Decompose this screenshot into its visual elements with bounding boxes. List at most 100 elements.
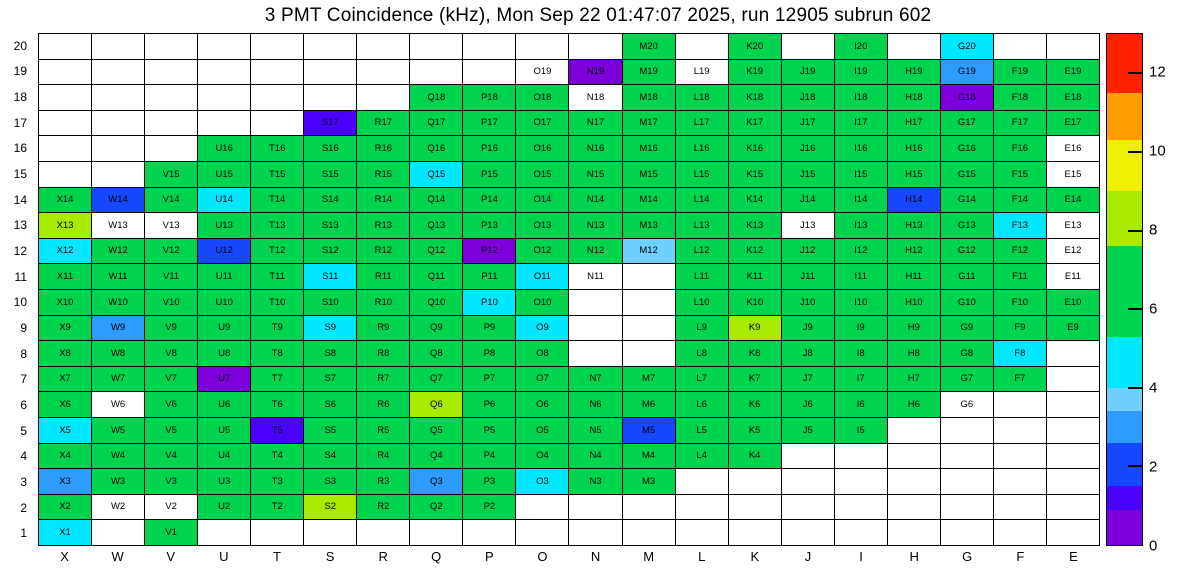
y-axis-tick-label: 1 xyxy=(20,526,27,541)
heatmap-cell: M20 xyxy=(622,34,675,59)
heatmap-cell xyxy=(39,34,92,59)
heatmap-cell: I5 xyxy=(834,418,887,443)
heatmap-cell: T8 xyxy=(251,341,304,366)
heatmap-cell xyxy=(1046,520,1099,545)
heatmap-cell: M13 xyxy=(622,213,675,238)
heatmap-cell: I16 xyxy=(834,136,887,161)
heatmap-cell: P2 xyxy=(463,494,516,520)
heatmap-cell xyxy=(357,85,410,110)
heatmap-cell xyxy=(569,520,622,545)
heatmap-cell xyxy=(198,34,251,59)
heatmap-cell xyxy=(728,469,781,494)
heatmap-cell: U6 xyxy=(198,392,251,417)
heatmap-cell: J11 xyxy=(781,264,834,289)
heatmap-cell xyxy=(781,34,834,59)
heatmap-cell: L16 xyxy=(675,136,728,161)
heatmap-cell: E16 xyxy=(1046,136,1099,161)
heatmap-cell: V7 xyxy=(145,366,198,392)
heatmap-grid: M20 K20 I20 G20 O19 N19 M19 L19 K19 J19 I19 H19 G19 F… xyxy=(38,33,1100,546)
heatmap-cell: L9 xyxy=(675,315,728,341)
heatmap-cell: H16 xyxy=(887,136,940,161)
y-axis-tick-label: 9 xyxy=(20,320,27,335)
heatmap-cell: N17 xyxy=(569,110,622,136)
heatmap-cell: U7 xyxy=(198,366,251,392)
heatmap-cell: G9 xyxy=(940,315,993,341)
heatmap-cell: R12 xyxy=(357,238,410,264)
colorbar-band xyxy=(1107,92,1142,141)
heatmap-cell xyxy=(887,418,940,443)
heatmap-cell: F17 xyxy=(993,110,1046,136)
heatmap-cell: K10 xyxy=(728,290,781,315)
heatmap-cell: L8 xyxy=(675,341,728,366)
heatmap-cell: T14 xyxy=(251,187,304,213)
heatmap-cell: F12 xyxy=(993,238,1046,264)
heatmap-cell: N14 xyxy=(569,187,622,213)
heatmap-cell xyxy=(92,162,145,187)
colorbar-band xyxy=(1107,246,1142,337)
heatmap-cell xyxy=(1046,418,1099,443)
heatmap-cell xyxy=(728,520,781,545)
heatmap-cell: S7 xyxy=(304,366,357,392)
heatmap-cell xyxy=(145,110,198,136)
heatmap-cell xyxy=(251,34,304,59)
heatmap-cell: U5 xyxy=(198,418,251,443)
heatmap-cell: Q3 xyxy=(410,469,463,494)
heatmap-cell: T10 xyxy=(251,290,304,315)
y-axis-tick-label: 3 xyxy=(20,474,27,489)
heatmap-cell xyxy=(940,443,993,469)
heatmap-cell: X6 xyxy=(39,392,92,417)
heatmap-cell: L14 xyxy=(675,187,728,213)
heatmap-cell xyxy=(834,469,887,494)
heatmap-cell: G15 xyxy=(940,162,993,187)
heatmap-cell: G10 xyxy=(940,290,993,315)
heatmap-cell: X3 xyxy=(39,469,92,494)
heatmap-cell xyxy=(675,494,728,520)
y-axis-tick-label: 5 xyxy=(20,423,27,438)
heatmap-cell: S17 xyxy=(304,110,357,136)
heatmap-cell: F16 xyxy=(993,136,1046,161)
heatmap-cell: H15 xyxy=(887,162,940,187)
heatmap-cell: N12 xyxy=(569,238,622,264)
heatmap-cell: K6 xyxy=(728,392,781,417)
x-axis-tick-label: L xyxy=(698,548,706,564)
heatmap-cell: H7 xyxy=(887,366,940,392)
heatmap-cell: R7 xyxy=(357,366,410,392)
heatmap-cell: X12 xyxy=(39,238,92,264)
y-axis-tick-label: 18 xyxy=(13,90,27,105)
heatmap-cell: G19 xyxy=(940,59,993,85)
y-axis-tick-label: 4 xyxy=(20,449,27,464)
heatmap-cell: T16 xyxy=(251,136,304,161)
heatmap-cell: L7 xyxy=(675,366,728,392)
heatmap-cell: P4 xyxy=(463,443,516,469)
heatmap-cell: T5 xyxy=(251,418,304,443)
heatmap-cell: L15 xyxy=(675,162,728,187)
heatmap-cell: M3 xyxy=(622,469,675,494)
heatmap-cell: V11 xyxy=(145,264,198,289)
heatmap-cell xyxy=(92,85,145,110)
heatmap-cell xyxy=(304,520,357,545)
x-axis-tick-label: M xyxy=(643,548,655,564)
heatmap-cell: J15 xyxy=(781,162,834,187)
x-axis-tick-label: P xyxy=(485,548,494,564)
heatmap-cell: M7 xyxy=(622,366,675,392)
heatmap-cell xyxy=(622,315,675,341)
heatmap-cell xyxy=(357,520,410,545)
heatmap-cell xyxy=(993,469,1046,494)
colorbar-band xyxy=(1107,140,1142,192)
heatmap-cell: I11 xyxy=(834,264,887,289)
heatmap-cell xyxy=(463,59,516,85)
heatmap-cell: K12 xyxy=(728,238,781,264)
heatmap-cell xyxy=(410,34,463,59)
heatmap-cell: Q7 xyxy=(410,366,463,392)
heatmap-cell: H8 xyxy=(887,341,940,366)
heatmap-cell: V2 xyxy=(145,494,198,520)
heatmap-cell: U16 xyxy=(198,136,251,161)
heatmap-cell: E12 xyxy=(1046,238,1099,264)
heatmap-cell: S12 xyxy=(304,238,357,264)
heatmap-cell xyxy=(92,110,145,136)
x-axis-tick-label: Q xyxy=(431,548,442,564)
heatmap-cell: Q11 xyxy=(410,264,463,289)
heatmap-cell: X1 xyxy=(39,520,92,545)
heatmap-cell: S2 xyxy=(304,494,357,520)
heatmap-cell: U9 xyxy=(198,315,251,341)
